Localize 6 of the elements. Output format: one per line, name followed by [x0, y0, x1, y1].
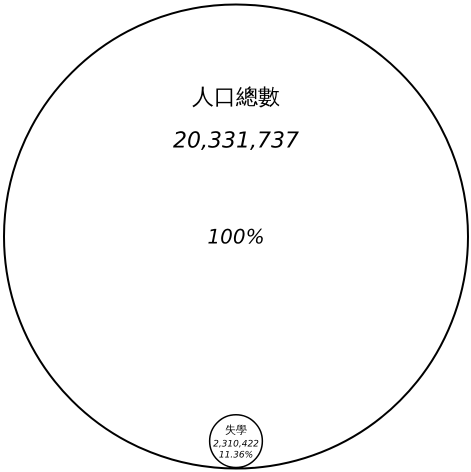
text: 100%	[207, 224, 265, 248]
data-label: 20,331,737	[173, 128, 299, 154]
category-label: 失學	[225, 424, 247, 437]
data-label: 2,310,422	[213, 440, 260, 450]
text: 11.36%	[218, 450, 254, 461]
category-label: 人口總數	[192, 84, 280, 110]
